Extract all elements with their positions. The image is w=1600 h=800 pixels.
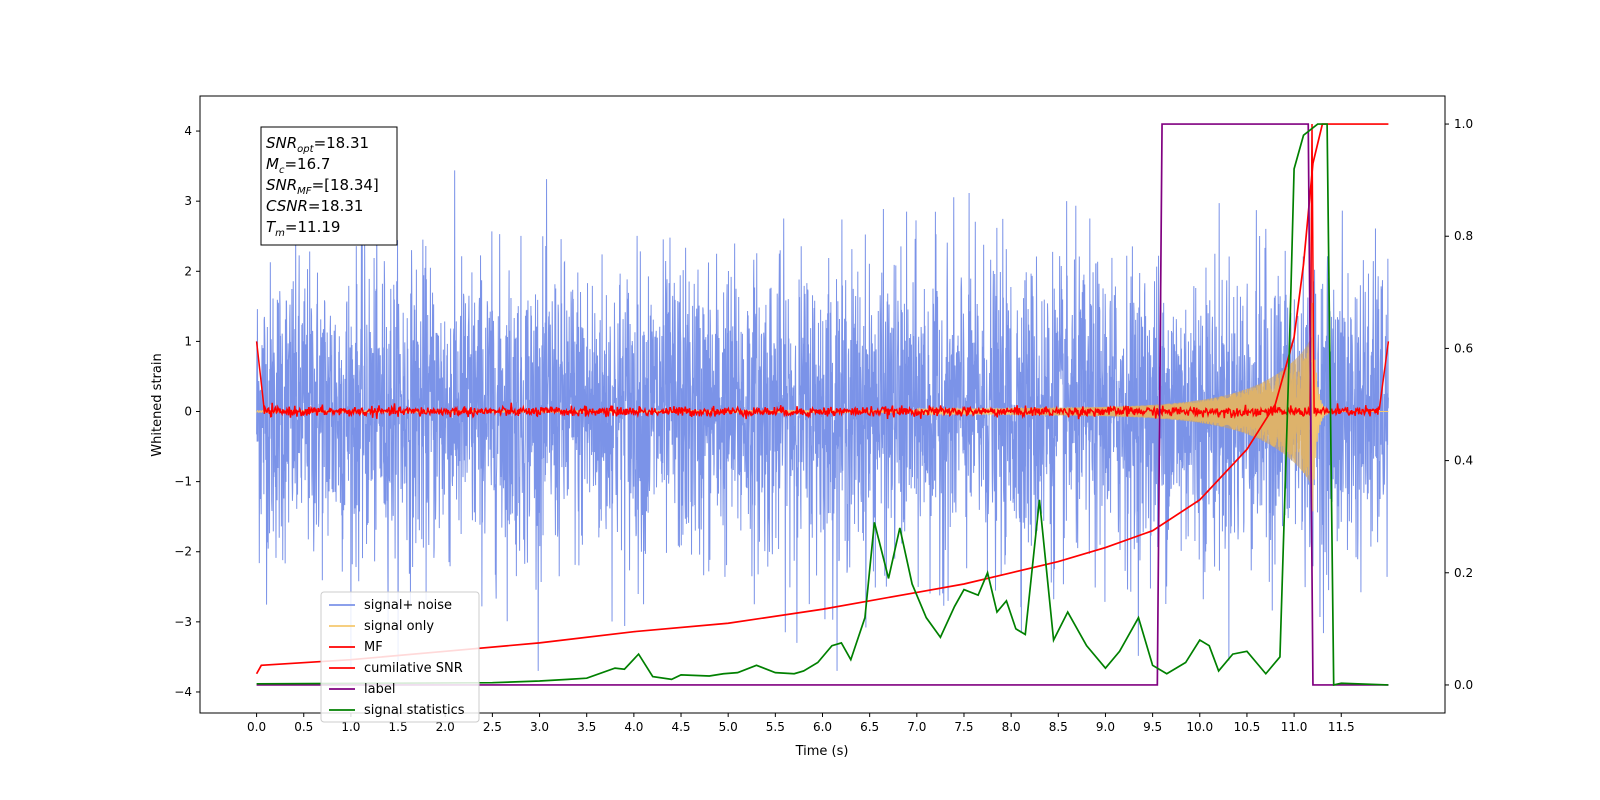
y2-tick-label: 0.8 — [1454, 229, 1473, 243]
y-tick-label: 2 — [184, 264, 192, 278]
x-tick-label: 9.5 — [1143, 720, 1162, 734]
x-tick-label: 4.0 — [624, 720, 643, 734]
legend-label: signal only — [364, 619, 434, 634]
y-axis-right: 0.0 0.2 0.4 0.6 0.8 1.0 — [1445, 117, 1473, 692]
legend-item: cumilative SNR — [329, 661, 463, 676]
x-tick-label: 11.5 — [1328, 720, 1355, 734]
y-tick-label: 0 — [184, 405, 192, 419]
y-axis-left: −4 −3 −2 −1 0 1 2 3 4 — [174, 124, 200, 699]
mf-line — [255, 124, 1390, 420]
legend-label: signal+ noise — [364, 598, 452, 613]
x-tick-label: 0.5 — [294, 720, 313, 734]
x-tick-label: 10.5 — [1234, 720, 1261, 734]
x-axis-label: Time (s) — [795, 744, 849, 759]
x-tick-label: 4.5 — [671, 720, 690, 734]
x-tick-label: 5.5 — [766, 720, 785, 734]
x-tick-label: 9.0 — [1096, 720, 1115, 734]
x-tick-label: 7.0 — [907, 720, 926, 734]
legend-label: label — [364, 682, 395, 697]
annotation-line: CSNR=18.31 — [266, 197, 363, 215]
x-tick-label: 11.0 — [1281, 720, 1308, 734]
y-tick-label: 1 — [184, 334, 192, 348]
cumilative-snr-line — [255, 123, 1389, 675]
y2-tick-label: 0.2 — [1454, 566, 1473, 580]
x-tick-label: 3.5 — [577, 720, 596, 734]
y-tick-label: −3 — [174, 615, 192, 629]
y-tick-label: −4 — [174, 685, 192, 699]
signal-statistics-line — [256, 123, 1389, 687]
x-tick-label: 5.0 — [719, 720, 738, 734]
x-tick-label: 6.0 — [813, 720, 832, 734]
legend-item: MF — [329, 640, 383, 655]
annotation-line: Tm=11.19 — [266, 218, 340, 239]
x-tick-label: 0.0 — [247, 720, 266, 734]
x-tick-label: 1.5 — [389, 720, 408, 734]
legend-label: cumilative SNR — [364, 661, 463, 676]
x-tick-label: 8.5 — [1049, 720, 1068, 734]
legend-label: signal statistics — [364, 703, 465, 718]
legend-item: signal statistics — [329, 703, 465, 718]
y-tick-label: 3 — [184, 194, 192, 208]
y-tick-label: 4 — [184, 124, 192, 138]
legend-item: signal only — [329, 619, 434, 634]
y2-tick-label: 0.0 — [1454, 678, 1473, 692]
x-tick-label: 3.0 — [530, 720, 549, 734]
annotation-line: SNRMF=[18.34] — [266, 176, 379, 197]
annotation-line: SNRopt=18.31 — [266, 134, 369, 155]
legend-label: MF — [364, 640, 383, 655]
y-tick-label: −2 — [174, 545, 192, 559]
y2-tick-label: 0.6 — [1454, 341, 1473, 355]
x-tick-label: 1.0 — [341, 720, 360, 734]
legend-item: signal+ noise — [329, 598, 452, 613]
plot-area — [255, 123, 1390, 687]
annotation-box: SNRopt=18.31Mc=16.7SNRMF=[18.34]CSNR=18.… — [260, 126, 398, 246]
x-tick-label: 2.0 — [436, 720, 455, 734]
x-tick-label: 6.5 — [860, 720, 879, 734]
y-tick-label: −1 — [174, 475, 192, 489]
x-tick-label: 7.5 — [954, 720, 973, 734]
legend-item: label — [329, 682, 395, 697]
y2-tick-label: 0.4 — [1454, 454, 1473, 468]
x-tick-label: 10.0 — [1186, 720, 1213, 734]
label-line — [256, 123, 1389, 686]
x-tick-label: 2.5 — [483, 720, 502, 734]
annotation-line: Mc=16.7 — [266, 155, 330, 176]
legend-frame — [320, 591, 480, 723]
y-axis-label: Whitened strain — [150, 353, 165, 456]
x-tick-label: 8.0 — [1002, 720, 1021, 734]
x-axis: 0.0 0.5 1.0 1.5 2.0 2.5 3.0 3.5 4.0 4.5 5.0 5.5 6.0 6… — [247, 713, 1355, 734]
legend: signal+ noise signal only MF cumilative SNR… — [320, 591, 480, 723]
annotation-frame — [260, 126, 398, 246]
y2-tick-label: 1.0 — [1454, 117, 1473, 131]
